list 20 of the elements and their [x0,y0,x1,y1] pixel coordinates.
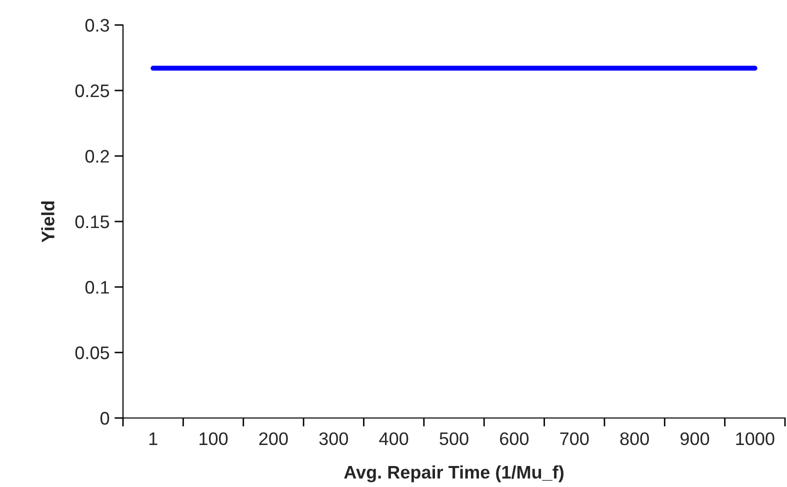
y-tick-label: 0.2 [85,150,109,163]
x-tick-label: 400 [379,432,408,446]
x-tick-label: 700 [560,432,589,446]
y-tick-label: 0.25 [75,84,110,98]
x-axis-title: Avg. Repair Time (1/Mu_f) [344,465,564,482]
y-tick-label: 0.15 [75,215,110,228]
x-tick-label: 800 [620,432,649,446]
x-tick-label: 900 [680,432,710,446]
x-tick-label: 500 [440,432,468,446]
x-tick-label: 300 [319,432,348,446]
y-axis-title: Yield [41,201,54,242]
y-tick-label: 0.3 [85,18,110,32]
x-tick-label: 1 [149,432,158,445]
y-tick-label: 0 [100,412,110,425]
x-tick-label: 100 [200,432,228,446]
x-tick-label: 600 [500,432,529,446]
y-tick-label: 0.05 [75,346,110,360]
x-tick-label: 1000 [736,432,774,446]
y-tick-label: 0.1 [85,280,109,294]
x-tick-label: 200 [259,432,288,446]
